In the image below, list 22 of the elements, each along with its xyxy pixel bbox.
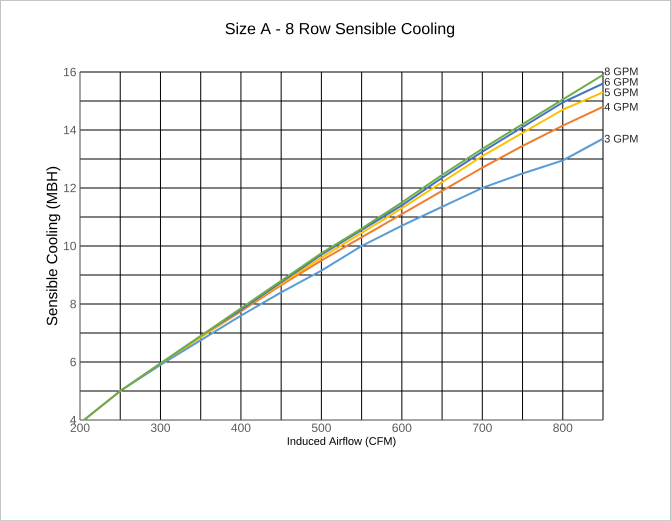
chart-title: Size A - 8 Row Sensible Cooling [226,22,454,38]
x-tick-label: 700 [472,424,492,432]
x-axis-title: Induced Airflow (CFM) [288,436,396,448]
x-tick-label: 200 [70,424,90,432]
series-label: 4 GPM [604,102,638,111]
x-tick-label: 400 [231,424,250,432]
x-tick-label: 800 [553,424,572,432]
series-label: 5 GPM [604,88,638,96]
y-tick-label: 12 [64,184,76,192]
y-tick-label: 6 [70,358,76,366]
y-tick-label: 10 [64,242,76,250]
x-tick-label: 600 [392,424,412,432]
series-label: 6 GPM [604,78,638,86]
y-tick-label: 16 [64,68,76,76]
x-tick-label: 500 [312,424,331,432]
y-tick-label: 8 [70,300,76,308]
series-label: 3 GPM [604,134,638,143]
y-axis-title: Sensible Cooling (MBH) [46,166,60,326]
x-tick-label: 300 [150,424,170,432]
y-tick-label: 14 [64,126,76,134]
y-tick-label: 4 [70,416,76,424]
series-label: 8 GPM [604,68,638,76]
